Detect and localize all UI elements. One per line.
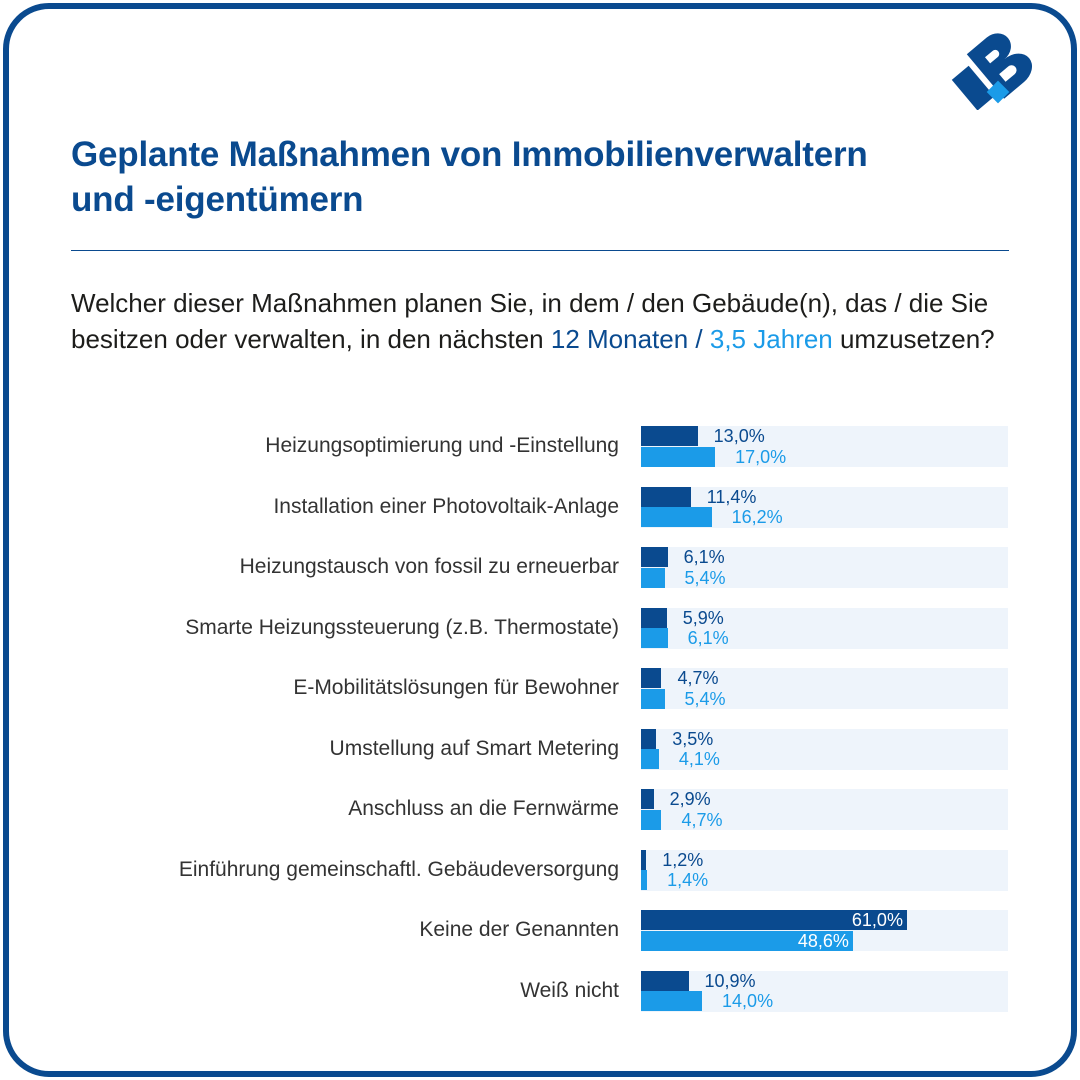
bar-3-5-jahren xyxy=(641,749,659,769)
data-label: 61,0% xyxy=(851,910,903,930)
data-label: 3,5% xyxy=(672,728,714,749)
bar-3-5-jahren xyxy=(641,567,665,588)
data-label: 4,1% xyxy=(678,749,720,769)
data-label: 5,9% xyxy=(682,607,724,628)
bar-track xyxy=(641,607,1008,649)
category-label: Installation einer Photovoltaik-Anlage xyxy=(273,494,619,518)
category-label: Smarte Heizungssteuerung (z.B. Thermosta… xyxy=(185,615,619,639)
bar-12-monaten xyxy=(641,728,657,749)
data-label: 1,4% xyxy=(667,870,709,890)
data-label: 5,4% xyxy=(684,567,726,588)
company-logo-icon xyxy=(951,33,1032,110)
data-label: 14,0% xyxy=(722,991,774,1011)
bar-track xyxy=(641,789,1008,830)
category-label: Keine der Genannten xyxy=(419,918,619,941)
bar-3-5-jahren xyxy=(641,688,665,709)
card-frame xyxy=(3,3,1077,1077)
bar-track xyxy=(641,728,1008,770)
title-divider xyxy=(71,250,1009,251)
bar-track xyxy=(641,849,1008,891)
data-label: 48,6% xyxy=(797,930,849,951)
title-line-2: und -eigentümern xyxy=(71,180,364,219)
category-label: Umstellung auf Smart Metering xyxy=(329,736,619,760)
data-label: 6,1% xyxy=(683,547,725,567)
bar-12-monaten xyxy=(641,668,662,688)
data-label: 17,0% xyxy=(735,446,787,467)
data-label: 5,4% xyxy=(684,688,726,709)
data-label: 4,7% xyxy=(681,809,723,830)
bar-12-monaten xyxy=(641,849,647,870)
legend-12-monaten: 12 Monaten / xyxy=(550,324,703,354)
category-label: Heizungstausch von fossil zu erneuerbar xyxy=(239,555,619,578)
bar-3-5-jahren xyxy=(641,991,703,1011)
category-label: Einführung gemeinschaftl. Gebäudeversorg… xyxy=(178,857,619,881)
bar-3-5-jahren xyxy=(641,930,853,951)
legend-3-5-jahren: 3,5 Jahren xyxy=(709,324,833,354)
bar-12-monaten xyxy=(641,789,654,809)
bar-track xyxy=(641,547,1008,588)
category-label: Anschluss an die Fernwärme xyxy=(348,797,619,820)
data-label: 4,7% xyxy=(677,668,719,688)
data-label: 2,9% xyxy=(669,789,711,809)
data-label: 10,9% xyxy=(704,970,756,991)
data-label: 16,2% xyxy=(731,507,783,527)
data-label: 1,2% xyxy=(662,849,704,870)
category-label: Weiß nicht xyxy=(520,978,619,1002)
category-label: E-Mobilitätslösungen für Bewohner xyxy=(293,676,619,699)
bar-12-monaten xyxy=(641,426,698,446)
data-label: 11,4% xyxy=(706,486,757,507)
bar-12-monaten xyxy=(641,910,907,930)
bar-3-5-jahren xyxy=(641,870,648,890)
question-text: Welcher dieser Maßnahmen planen Sie, in … xyxy=(71,288,989,354)
bar-12-monaten xyxy=(641,970,689,991)
bar-12-monaten xyxy=(641,547,668,567)
bar-track xyxy=(641,970,1008,1012)
category-label: Heizungsoptimierung und -Einstellung xyxy=(265,434,619,457)
bar-12-monaten xyxy=(641,486,691,507)
bar-12-monaten xyxy=(641,607,667,628)
title-line-1: Geplante Maßnahmen von Immobilienverwalt… xyxy=(71,135,868,174)
question-text-end: umzusetzen? xyxy=(832,324,995,354)
bar-3-5-jahren xyxy=(641,446,716,467)
bar-3-5-jahren xyxy=(641,809,662,830)
bar-3-5-jahren xyxy=(641,628,668,648)
bar-track xyxy=(641,668,1008,709)
bar-3-5-jahren xyxy=(641,507,712,527)
survey-question: Welcher dieser Maßnahmen planen Sie, in … xyxy=(71,285,1031,357)
page-title: Geplante Maßnahmen von Immobilienverwalt… xyxy=(71,132,1031,222)
data-label: 13,0% xyxy=(713,426,765,446)
data-label: 6,1% xyxy=(687,628,729,648)
